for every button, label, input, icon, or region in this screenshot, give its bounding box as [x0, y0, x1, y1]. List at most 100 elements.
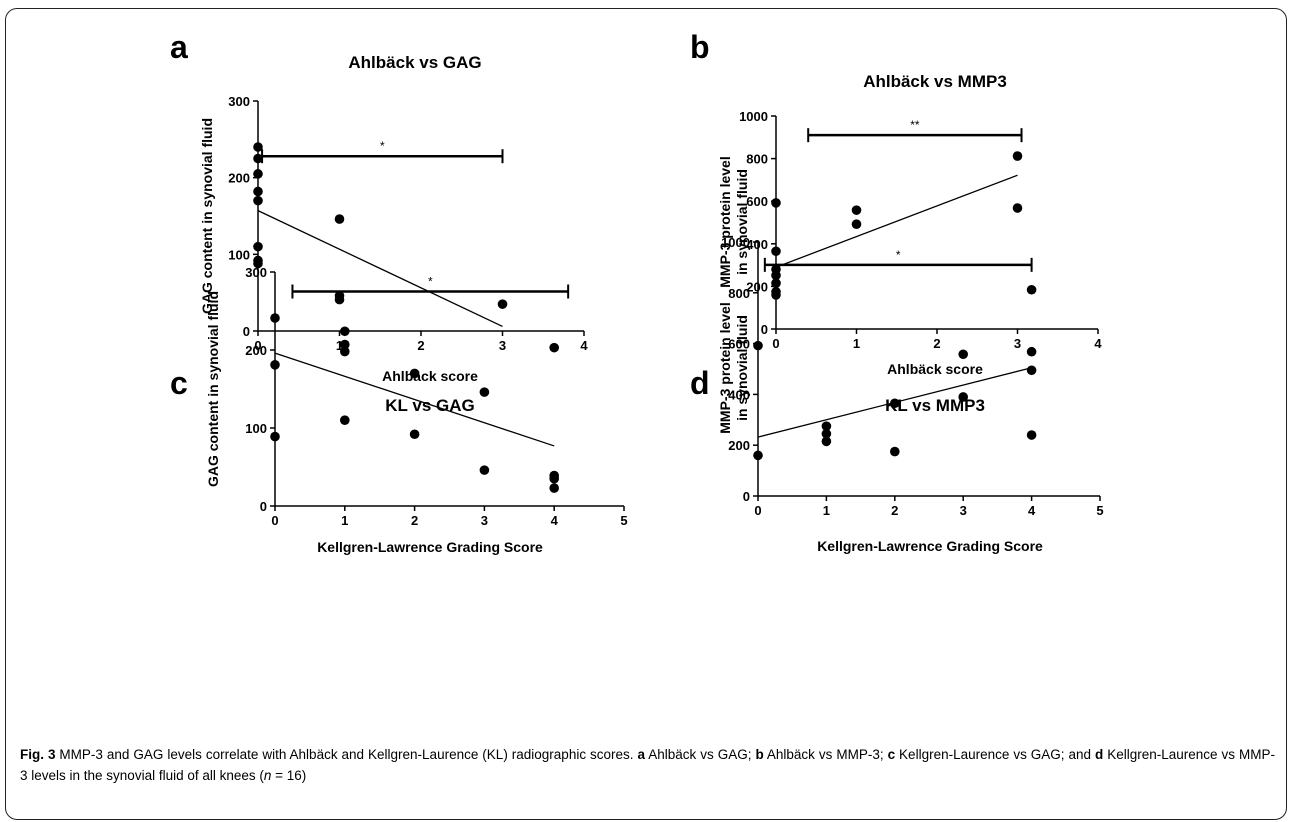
caption-text-6: = 16): [271, 768, 307, 783]
y-axis-label: MMP-3 protein level: [717, 302, 733, 433]
x-tick-label: 5: [1096, 503, 1103, 518]
data-point: [270, 313, 280, 323]
data-point: [958, 349, 968, 360]
data-point: [851, 205, 862, 215]
data-point: [1012, 151, 1023, 161]
data-point: [890, 398, 900, 409]
x-tick-label: 2: [933, 336, 940, 351]
panel-letter: d: [690, 365, 710, 401]
data-point: [890, 446, 900, 457]
chart-title: KL vs MMP3: [885, 396, 985, 415]
x-tick-label: 4: [580, 338, 588, 353]
x-tick-label: 4: [551, 513, 559, 528]
data-point: [821, 436, 832, 447]
y-tick-label: 200: [746, 279, 768, 294]
y-tick-label: 300: [245, 265, 267, 280]
x-axis-label: Ahlbäck score: [887, 361, 983, 377]
data-point: [409, 368, 420, 379]
caption-text-3: Ahlbäck vs MMP-3;: [763, 747, 888, 762]
data-point: [340, 415, 350, 426]
data-point: [479, 387, 490, 397]
y-tick-label: 100: [245, 421, 267, 436]
figure-caption: Fig. 3 MMP-3 and GAG levels correlate wi…: [20, 744, 1275, 786]
x-tick-label: 1: [341, 513, 348, 528]
significance-label: *: [428, 275, 433, 289]
y-axis-label: MMP-3 protein level: [717, 156, 733, 287]
x-tick-label: 3: [1014, 336, 1021, 351]
caption-text-5: Kellgren-Laurence vs MMP-3 levels in the…: [20, 747, 1275, 783]
y-tick-label: 100: [228, 247, 250, 262]
x-axis-label: Kellgren-Lawrence Grading Score: [317, 539, 543, 555]
data-point: [253, 195, 263, 206]
data-point: [409, 429, 420, 440]
y-tick-label: 600: [746, 194, 768, 209]
x-tick-label: 0: [254, 338, 261, 353]
chart-title: KL vs GAG: [385, 396, 474, 415]
data-point: [771, 246, 781, 257]
data-point: [1012, 203, 1023, 213]
data-point: [1026, 365, 1037, 376]
data-point: [771, 198, 781, 208]
significance-label: *: [896, 248, 901, 262]
figure-frame: [5, 8, 1287, 820]
y-axis-label: in synovial fluid: [734, 315, 750, 421]
caption-panel-c: c: [887, 747, 896, 762]
x-tick-label: 0: [271, 513, 278, 528]
data-point: [821, 428, 832, 439]
data-point: [270, 431, 280, 442]
y-tick-label: 0: [243, 324, 250, 339]
y-tick-label: 400: [746, 237, 768, 252]
y-tick-label: 200: [228, 171, 250, 186]
data-point: [253, 169, 263, 179]
chart-panel-a: a Ahlbäck vs GAG 0 1 2 3 4 0 100 200 300 Ahlbäck sc…: [170, 29, 588, 384]
panel-letter: b: [690, 29, 710, 65]
y-tick-label: 1000: [739, 109, 768, 124]
y-tick-label: 0: [260, 499, 267, 514]
data-point: [549, 342, 559, 353]
trend-line: [257, 210, 503, 327]
data-point: [771, 278, 781, 289]
x-tick-label: 1: [823, 503, 830, 518]
data-point: [253, 258, 263, 269]
data-point: [340, 339, 350, 350]
caption-text-1: MMP-3 and GAG levels correlate with Ahlb…: [55, 747, 638, 762]
data-point: [549, 483, 559, 493]
x-tick-label: 5: [620, 513, 627, 528]
data-point: [270, 360, 280, 370]
data-point: [1026, 346, 1037, 357]
chart-title: Ahlbäck vs GAG: [348, 53, 481, 72]
y-tick-label: 800: [746, 152, 768, 167]
chart-panel-b: b Ahlbäck vs MMP3 0 1 2 3 4 0 200 400 600 800 1000 Ah…: [690, 29, 1102, 377]
caption-text-4: Kellgren-Laurence vs GAG; and: [895, 747, 1096, 762]
caption-n: n: [263, 768, 272, 783]
data-point: [334, 294, 345, 305]
significance-label: **: [910, 118, 920, 132]
data-point: [821, 421, 832, 431]
data-point: [1026, 284, 1037, 295]
data-point: [771, 270, 781, 281]
panel-letter: c: [170, 365, 188, 401]
y-tick-label: 200: [728, 438, 750, 453]
y-tick-label: 300: [228, 94, 250, 109]
y-axis-label: in synovial fluid: [734, 169, 750, 275]
chart-title: Ahlbäck vs MMP3: [863, 72, 1007, 91]
x-tick-label: 2: [417, 338, 424, 353]
data-point: [753, 340, 763, 351]
x-tick-label: 1: [336, 338, 343, 353]
data-point: [549, 473, 559, 484]
caption-fig-label: Fig. 3: [20, 747, 56, 762]
data-point: [253, 142, 263, 152]
x-axis-label: Ahlbäck score: [382, 368, 478, 384]
x-tick-label: 0: [772, 336, 779, 351]
x-tick-label: 3: [499, 338, 506, 353]
data-point: [334, 214, 345, 224]
data-point: [253, 153, 263, 164]
y-tick-label: 1000: [721, 235, 750, 250]
significance-label: *: [380, 139, 385, 153]
data-point: [1026, 430, 1037, 440]
caption-text-2: Ahlbäck vs GAG;: [645, 747, 756, 762]
y-tick-label: 0: [743, 489, 750, 504]
